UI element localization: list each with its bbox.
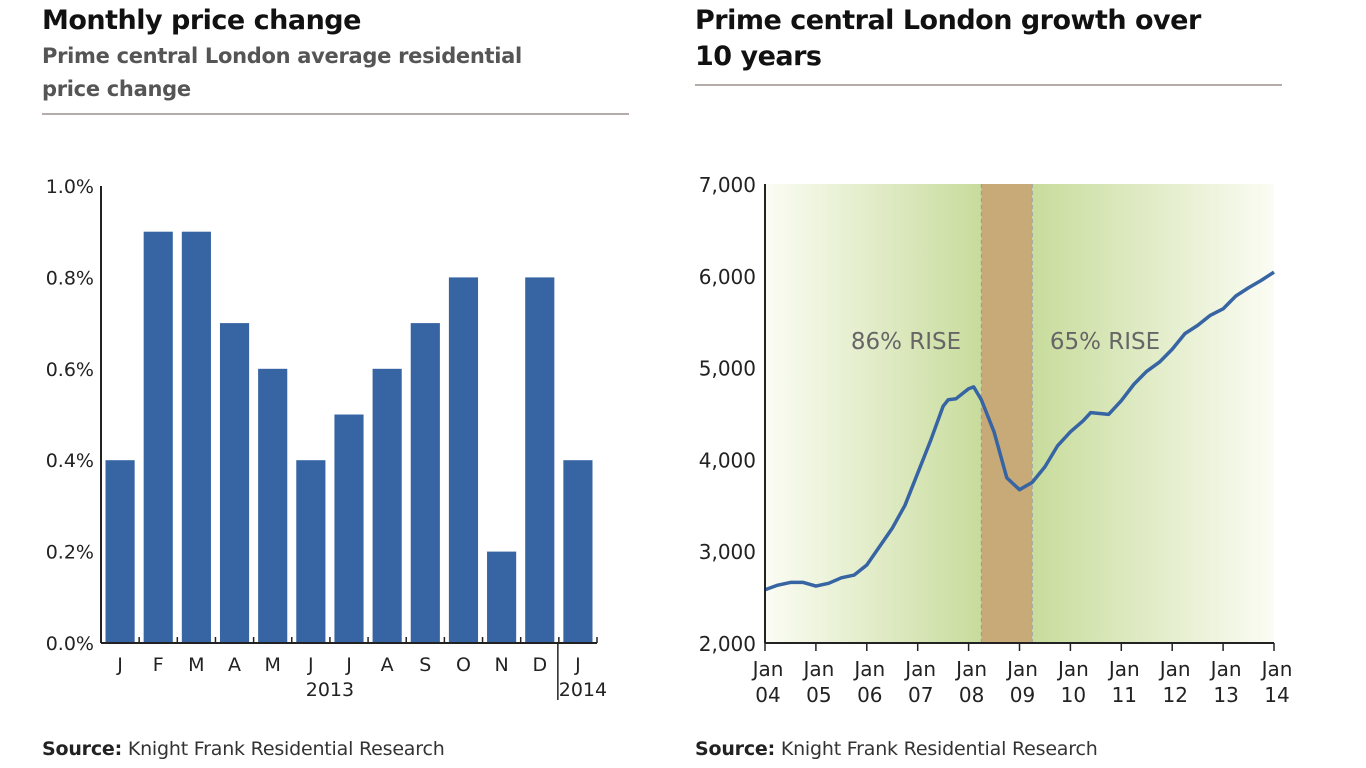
bar-d-11 xyxy=(525,277,555,643)
x-tick-label: S xyxy=(419,654,431,676)
left-source: Source: Knight Frank Residential Researc… xyxy=(42,738,445,760)
x-tick-label-year: 09 xyxy=(1010,683,1035,707)
x-tick-label: J xyxy=(307,654,314,676)
left-divider xyxy=(42,113,629,115)
right-chart-title-line2: 10 years xyxy=(695,41,822,72)
x-tick-label-month: Jan xyxy=(954,657,987,681)
source-label: Source: xyxy=(695,738,775,760)
x-tick-label-month: Jan xyxy=(801,657,834,681)
bar-m-2 xyxy=(181,231,211,643)
y-tick-label: 3,000 xyxy=(699,540,756,564)
bar-j-5 xyxy=(296,460,326,643)
x-tick-label-month: Jan xyxy=(852,657,885,681)
price-index-line xyxy=(764,270,1275,592)
x-tick-label: M xyxy=(264,654,280,676)
x-tick-label-month: Jan xyxy=(1005,657,1038,681)
x-tick-label-year: 06 xyxy=(857,683,882,707)
y-tick-label: 1.0% xyxy=(46,176,94,198)
x-tick-label: J xyxy=(345,654,352,676)
x-tick-label-year: 11 xyxy=(1112,683,1137,707)
x-tick-label: J xyxy=(574,654,581,676)
y-tick-label: 0.2% xyxy=(46,542,94,564)
bar-j-6 xyxy=(334,414,364,643)
y-tick-label: 2,000 xyxy=(699,632,756,656)
bar-o-9 xyxy=(448,277,479,643)
y-tick-label: 7,000 xyxy=(699,173,756,197)
left-chart-subtitle-line2: price change xyxy=(42,77,191,101)
bar-j-0 xyxy=(105,460,135,643)
left-chart-subtitle-line1: Prime central London average residential xyxy=(42,44,522,68)
bar-s-8 xyxy=(410,323,440,643)
source-text: Knight Frank Residential Research xyxy=(127,738,445,760)
y-tick-label: 5,000 xyxy=(699,357,756,381)
x-tick-label: N xyxy=(495,654,509,676)
bar-j-12 xyxy=(563,460,593,643)
x-tick-label-month: Jan xyxy=(1056,657,1089,681)
x-tick-label: A xyxy=(381,654,394,676)
x-tick-label: O xyxy=(456,654,471,676)
left-chart-title: Monthly price change xyxy=(42,5,361,36)
x-tick-label-year: 05 xyxy=(806,683,831,707)
y-tick-label: 0.8% xyxy=(46,267,94,289)
x-tick-label-year: 13 xyxy=(1213,683,1238,707)
x-tick-label-year: 14 xyxy=(1264,683,1289,707)
bar-f-1 xyxy=(143,231,173,643)
y-tick-label: 4,000 xyxy=(699,448,756,472)
x-tick-label-year: 04 xyxy=(755,683,780,707)
x-tick-label: J xyxy=(116,654,123,676)
x-tick-label-month: Jan xyxy=(1158,657,1191,681)
source-label: Source: xyxy=(42,738,122,760)
x-tick-label-month: Jan xyxy=(1209,657,1242,681)
source-text: Knight Frank Residential Research xyxy=(780,738,1098,760)
bar-n-10 xyxy=(487,551,517,643)
y-tick-label: 0.4% xyxy=(46,450,94,472)
year-label-2014: 2014 xyxy=(559,679,607,701)
right-chart-title-line1: Prime central London growth over xyxy=(695,5,1201,36)
year-label-2013: 2013 xyxy=(306,679,354,701)
x-tick-label: M xyxy=(188,654,204,676)
background-rise-1 xyxy=(765,184,982,643)
x-tick-label-month: Jan xyxy=(1107,657,1140,681)
recession-band xyxy=(981,184,1033,643)
background-rise-2 xyxy=(1032,184,1274,643)
x-tick-label-month: Jan xyxy=(1260,657,1293,681)
annotation-86-rise: 86% RISE xyxy=(851,329,961,355)
x-tick-label: F xyxy=(153,654,164,676)
x-tick-label-year: 10 xyxy=(1061,683,1086,707)
y-tick-label: 6,000 xyxy=(699,265,756,289)
right-source: Source: Knight Frank Residential Researc… xyxy=(695,738,1098,760)
x-tick-label-year: 08 xyxy=(959,683,984,707)
x-tick-label-year: 12 xyxy=(1162,683,1187,707)
right-divider xyxy=(695,84,1282,86)
x-tick-label: D xyxy=(532,654,547,676)
y-tick-label: 0.6% xyxy=(46,359,94,381)
bar-a-3 xyxy=(219,323,250,643)
x-tick-label-year: 07 xyxy=(908,683,933,707)
y-tick-label: 0.0% xyxy=(46,633,94,655)
x-tick-label-month: Jan xyxy=(903,657,936,681)
bar-a-7 xyxy=(372,368,402,643)
annotation-65-rise: 65% RISE xyxy=(1050,329,1160,355)
bar-m-4 xyxy=(258,368,288,643)
x-tick-label: A xyxy=(228,654,241,676)
x-tick-label-month: Jan xyxy=(751,657,784,681)
